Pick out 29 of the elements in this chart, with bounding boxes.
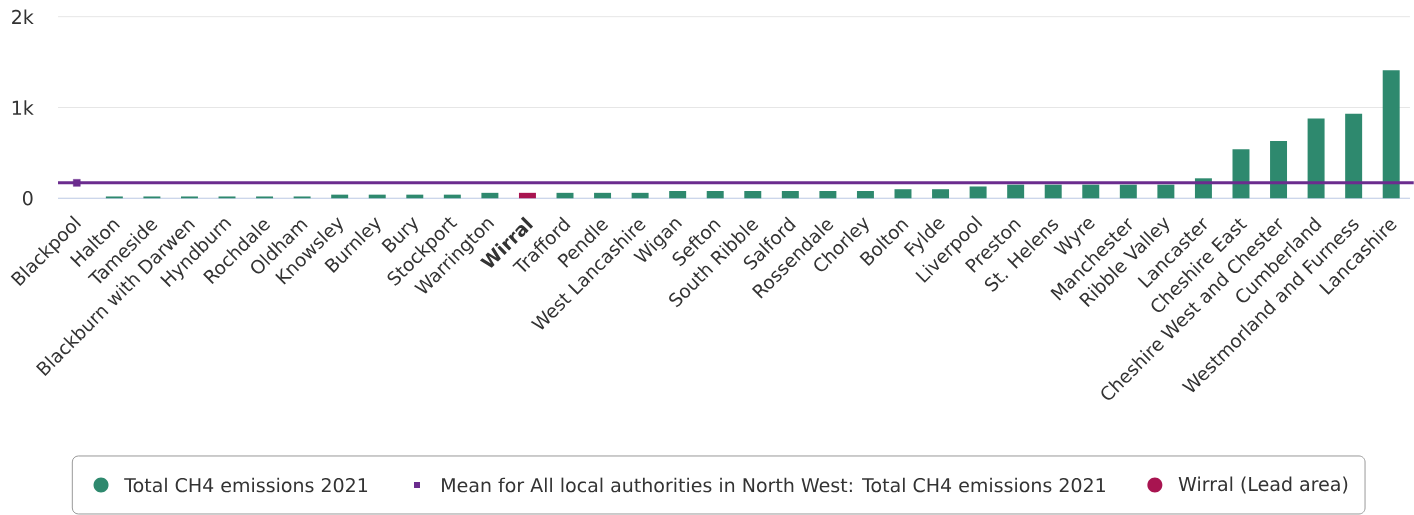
bar [894,189,912,199]
bar [518,192,536,199]
legend-label: Mean for All local authorities in North West: Total CH4 emissions 2021 [442,477,1105,493]
bar [1232,149,1250,199]
bar [969,186,987,199]
bar [1044,184,1062,199]
bar [669,191,687,199]
bar [1157,184,1175,199]
bar [594,192,612,199]
bar [631,192,649,199]
bar [1007,184,1025,199]
bar [1082,184,1100,199]
bar [481,192,499,199]
bar [932,189,950,199]
y-tick-label: 0 [22,191,33,206]
bar [781,191,799,199]
bar [1307,118,1325,199]
legend-label: Total CH4 emissions 2021 [124,477,368,493]
bar [706,191,724,199]
bar [1270,141,1288,199]
bar [856,191,874,199]
y-tick-label: 1k [12,100,34,115]
y-tick-label: 2k [12,9,34,24]
bar [819,191,837,199]
bar [744,191,762,199]
bar [1119,184,1137,199]
bar [1382,70,1400,199]
legend-label: Wirral (Lead area) [1178,476,1348,494]
bar [1345,113,1363,199]
